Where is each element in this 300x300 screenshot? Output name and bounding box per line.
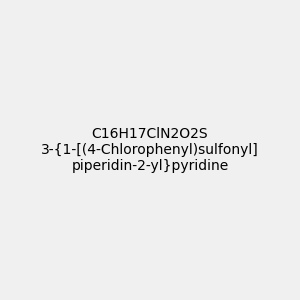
Text: C16H17ClN2O2S
3-{1-[(4-Chlorophenyl)sulfonyl]
piperidin-2-yl}pyridine: C16H17ClN2O2S 3-{1-[(4-Chlorophenyl)sulf… — [41, 127, 259, 173]
